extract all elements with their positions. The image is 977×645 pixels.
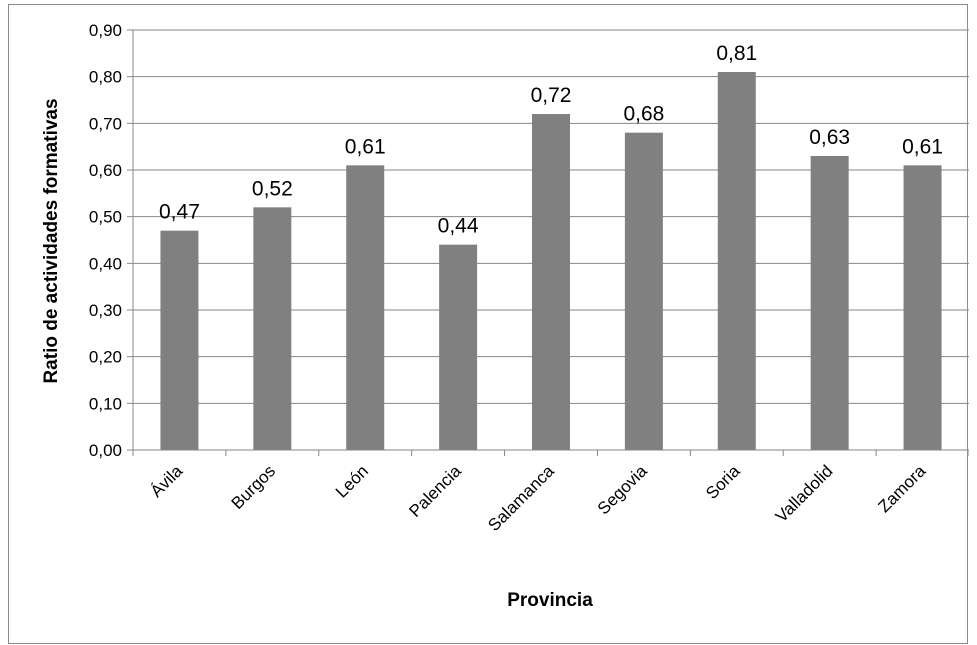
bars xyxy=(160,72,942,451)
bar xyxy=(532,114,570,450)
y-tick-label: 0,10 xyxy=(89,394,122,413)
x-tick-label: Palencia xyxy=(405,461,465,521)
data-label: 0,52 xyxy=(252,177,293,200)
y-tick-label: 0,00 xyxy=(89,441,122,460)
y-axis-title: Ratio de actividades formativas xyxy=(41,98,62,383)
bar xyxy=(346,165,385,451)
y-tick-label: 0,60 xyxy=(89,161,122,180)
data-label: 0,61 xyxy=(902,135,943,158)
y-tick-label: 0,40 xyxy=(89,254,122,273)
axes xyxy=(127,29,969,456)
data-label: 0,68 xyxy=(623,103,664,126)
bar xyxy=(253,207,292,450)
y-tick-label: 0,90 xyxy=(89,21,122,40)
chart-frame: 0,00 0,10 0,20 0,30 0,40 0,50 0,60 0,70 0,80 0,90… xyxy=(8,4,969,644)
data-label: 0,44 xyxy=(438,215,479,238)
bar xyxy=(160,230,199,450)
x-tick-label: Valladolid xyxy=(772,461,837,526)
data-label: 0,81 xyxy=(716,42,757,65)
data-label: 0,47 xyxy=(159,201,200,224)
x-axis-title: Provincia xyxy=(507,590,593,611)
bar xyxy=(624,132,663,450)
bar xyxy=(810,156,849,450)
data-label: 0,63 xyxy=(809,126,850,149)
x-tick-label: Salamanca xyxy=(484,461,558,535)
x-tick-label: León xyxy=(332,461,372,501)
data-label: 0,72 xyxy=(531,84,572,107)
x-tick-label: Burgos xyxy=(228,461,280,513)
x-tick-label: Ávila xyxy=(147,461,187,501)
bar xyxy=(717,72,756,450)
y-tick-label: 0,70 xyxy=(89,114,122,133)
x-tick-label: Segovia xyxy=(594,461,651,518)
bar xyxy=(439,244,478,450)
y-tick-label: 0,80 xyxy=(89,68,122,87)
bar xyxy=(903,165,942,451)
y-tick-label: 0,50 xyxy=(89,208,122,227)
x-tick-label: Soria xyxy=(702,461,744,503)
y-tick-label: 0,30 xyxy=(89,301,122,320)
y-tick-label: 0,20 xyxy=(89,348,122,367)
x-tick-label: Zamora xyxy=(875,461,930,516)
bar-chart: 0,00 0,10 0,20 0,30 0,40 0,50 0,60 0,70 0,80 0,90… xyxy=(41,21,969,611)
data-label: 0,61 xyxy=(345,135,386,158)
